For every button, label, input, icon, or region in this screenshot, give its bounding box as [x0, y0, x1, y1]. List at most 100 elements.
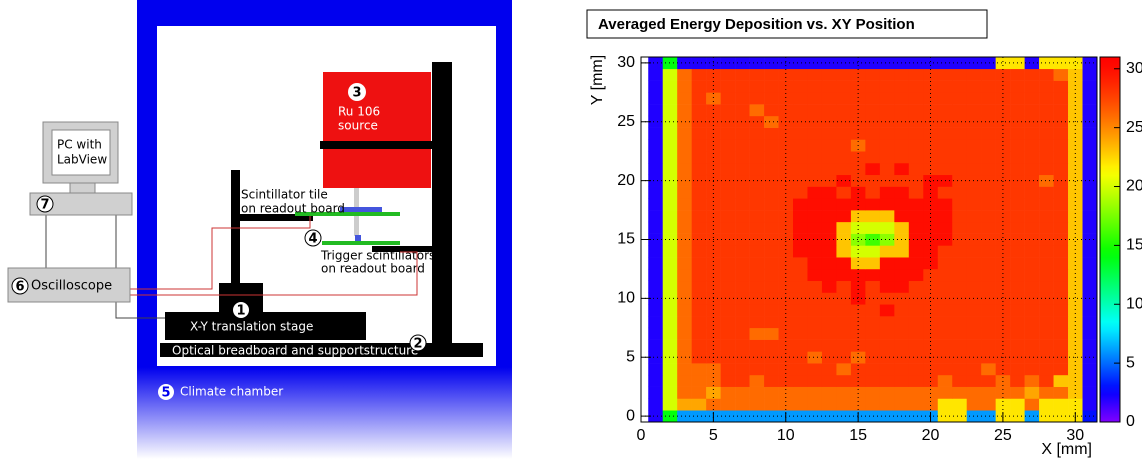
heatmap-cell: [981, 187, 996, 199]
heatmap-cell: [663, 375, 678, 387]
heatmap-cell: [865, 210, 880, 222]
heatmap-cell: [865, 375, 880, 387]
heatmap-cell: [1010, 210, 1025, 222]
heatmap-cell: [663, 198, 678, 210]
heatmap-cell: [663, 398, 678, 410]
heatmap-cell: [967, 210, 982, 222]
heatmap-cell: [938, 69, 953, 81]
heatmap-cell: [735, 128, 750, 140]
x-tick-label: 25: [994, 427, 1012, 444]
heatmap-cell: [1054, 175, 1069, 187]
heatmap-cell: [807, 375, 822, 387]
heatmap-cell: [952, 398, 967, 410]
heatmap-cell: [692, 210, 707, 222]
heatmap-cell: [865, 245, 880, 257]
heatmap-cell: [923, 398, 938, 410]
heatmap-cell: [822, 81, 837, 93]
heatmap-cell: [735, 92, 750, 104]
heatmap-cell: [663, 128, 678, 140]
heatmap-cell: [865, 81, 880, 93]
heatmap-cell: [880, 375, 895, 387]
heatmap-cell: [894, 328, 909, 340]
heatmap-cell: [909, 257, 924, 269]
heatmap-cell: [1054, 375, 1069, 387]
heatmap-cell: [735, 257, 750, 269]
y-tick-label: 20: [617, 172, 635, 189]
heatmap-cell: [1083, 81, 1098, 93]
heatmap-cell: [648, 104, 663, 116]
heatmap-cell: [894, 81, 909, 93]
heatmap-cell: [663, 245, 678, 257]
heatmap-cell: [648, 269, 663, 281]
heatmap-cell: [1039, 81, 1054, 93]
heatmap-cell: [822, 104, 837, 116]
heatmap-cell: [1083, 198, 1098, 210]
heatmap-cell: [822, 304, 837, 316]
heatmap-cell: [1083, 398, 1098, 410]
heatmap-cell: [750, 281, 765, 293]
heatmap-cell: [836, 104, 851, 116]
heatmap-cell: [1083, 69, 1098, 81]
heatmap-cell: [721, 92, 736, 104]
heatmap-cell: [807, 104, 822, 116]
heatmap-cell: [894, 398, 909, 410]
heatmap-cell: [1010, 398, 1025, 410]
heatmap-cell: [692, 340, 707, 352]
heatmap-cell: [793, 387, 808, 399]
heatmap-cell: [706, 387, 721, 399]
heatmap-cell: [793, 151, 808, 163]
heatmap-cell: [764, 92, 779, 104]
heatmap-cell: [1025, 104, 1040, 116]
heatmap-cell: [1039, 269, 1054, 281]
heatmap-cell: [923, 81, 938, 93]
heatmap-cell: [909, 387, 924, 399]
trigger-board: [322, 241, 400, 245]
heatmap-cell: [952, 69, 967, 81]
heatmap-cell: [981, 281, 996, 293]
heatmap-cell: [1068, 281, 1083, 293]
heatmap-cell: [865, 316, 880, 328]
heatmap-cell: [967, 198, 982, 210]
heatmap-cell: [735, 139, 750, 151]
heatmap-cell: [677, 139, 692, 151]
colorbar-tick-label: 10: [1126, 295, 1142, 312]
heatmap-cell: [807, 198, 822, 210]
heatmap-cell: [880, 69, 895, 81]
heatmap-cell: [938, 375, 953, 387]
heatmap-cell: [967, 163, 982, 175]
heatmap-cell: [981, 198, 996, 210]
heatmap-cell: [996, 245, 1011, 257]
heatmap-cell: [909, 222, 924, 234]
heatmap-cell: [880, 175, 895, 187]
heatmap-cell: [764, 234, 779, 246]
heatmap-cell: [750, 222, 765, 234]
heatmap-cell: [807, 151, 822, 163]
heatmap-cell: [793, 104, 808, 116]
heatmap-cell: [677, 363, 692, 375]
source-label: source: [338, 119, 378, 133]
trigger-label: on readout board: [321, 262, 425, 276]
heatmap-cell: [1054, 245, 1069, 257]
breadboard-label: Optical breadboard and supportstructure: [172, 344, 418, 358]
heatmap-cell: [836, 398, 851, 410]
heatmap-cell: [1083, 375, 1098, 387]
heatmap-cell: [793, 210, 808, 222]
heatmap-cell: [1039, 363, 1054, 375]
heatmap-cell: [822, 187, 837, 199]
heatmap-cell: [996, 304, 1011, 316]
heatmap-cell: [663, 222, 678, 234]
heatmap-cell: [938, 316, 953, 328]
heatmap-cell: [909, 398, 924, 410]
heatmap-cell: [851, 257, 866, 269]
heatmap-cell: [793, 363, 808, 375]
heatmap-cell: [894, 210, 909, 222]
heatmap-cell: [677, 245, 692, 257]
heatmap-cell: [1010, 139, 1025, 151]
heatmap-cell: [981, 69, 996, 81]
heatmap-cell: [692, 92, 707, 104]
heatmap-cell: [750, 316, 765, 328]
heatmap-cell: [764, 245, 779, 257]
heatmap-cell: [923, 245, 938, 257]
y-tick-label: 25: [617, 113, 635, 130]
heatmap-cell: [952, 257, 967, 269]
